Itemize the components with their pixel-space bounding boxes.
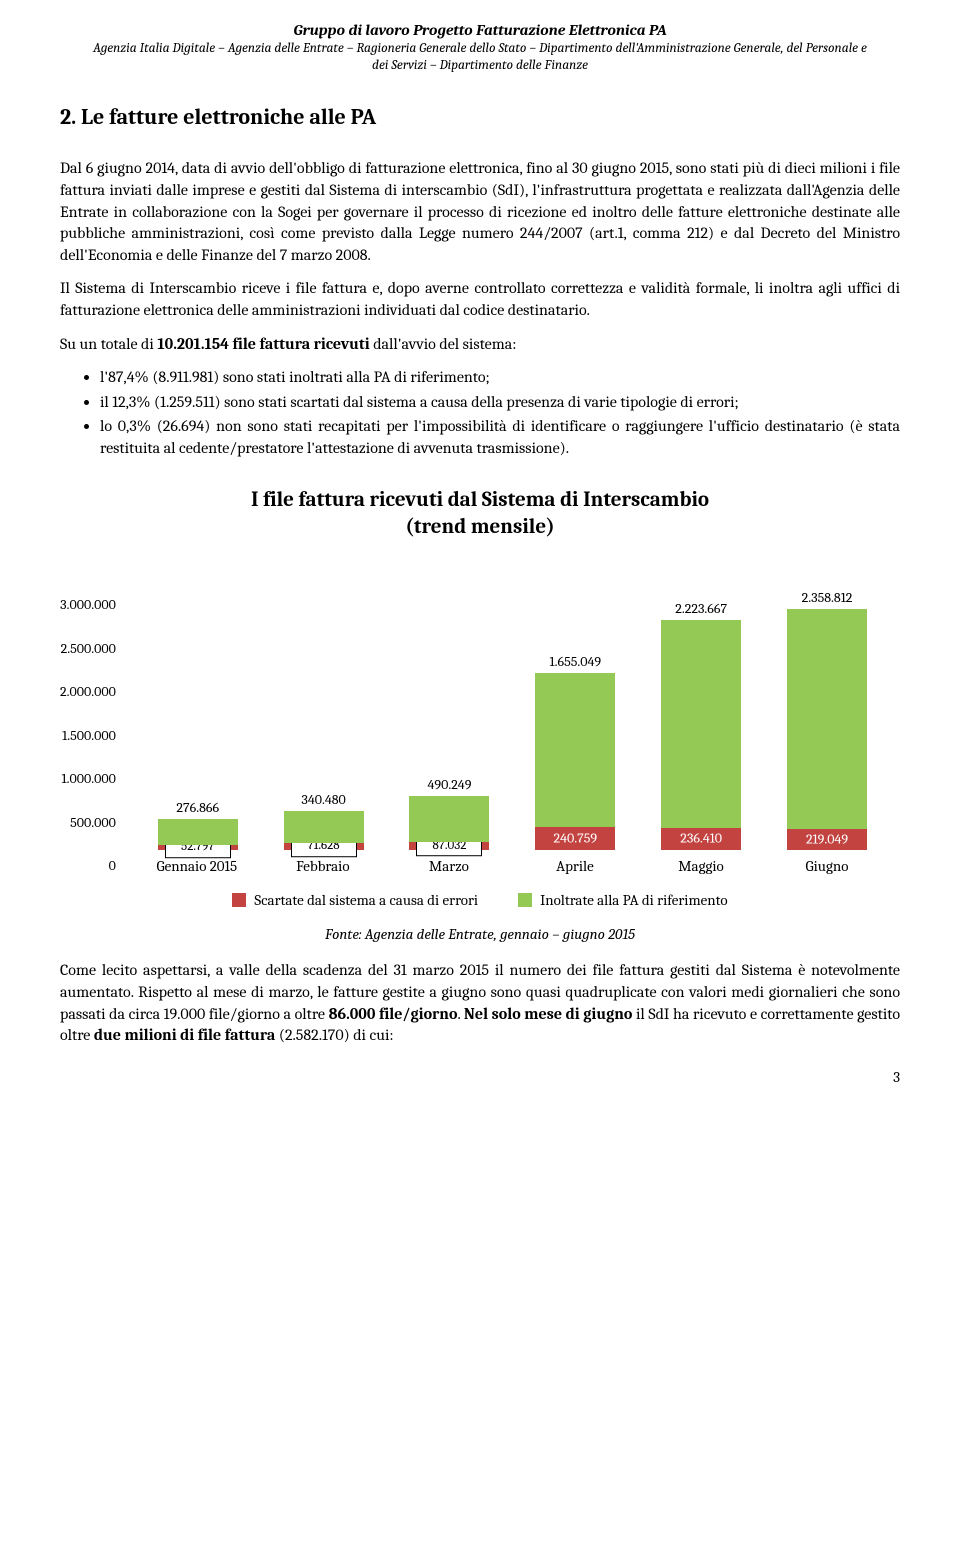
bar-column: 52.797276.866 [148,819,248,850]
para4-b1: 86.000 file/giorno [329,1005,458,1023]
y-axis: 0 500.000 1.000.000 1.500.000 2.000.000 2.500… [60,596,124,876]
bar-segment-scartate: 52.797 [158,845,238,850]
chart-title-line2: (trend mensile) [405,515,554,539]
page-number: 3 [60,1067,900,1087]
y-tick-label: 1.500.000 [62,727,116,746]
bar-stack: 87.032490.249 [409,796,489,850]
paragraph-1: Dal 6 giugno 2014, data di avvio dell'ob… [60,158,900,266]
bar-stack: 236.4102.223.667 [661,620,741,850]
y-tick-label: 0 [109,857,116,876]
paragraph-2: Il Sistema di Interscambio riceve i file… [60,278,900,321]
bar-column: 71.628340.480 [274,811,374,849]
bar-segment-inoltrate: 490.249 [409,796,489,842]
bar-label-b: 2.223.667 [641,600,761,619]
legend-item-a: Scartate dal sistema a causa di errori [232,890,478,910]
bar-segment-inoltrate: 2.223.667 [661,620,741,828]
bar-segment-inoltrate: 276.866 [158,819,238,845]
legend-swatch-b [518,893,532,907]
y-tick-label: 2.000.000 [60,683,116,702]
chart-source: Fonte: Agenzia delle Entrate, gennaio – … [60,924,900,944]
bar-stack: 71.628340.480 [284,811,364,849]
plot-area: 52.797276.86671.628340.48087.032490.2492… [124,546,900,850]
para3-post: dall'avvio del sistema: [370,335,517,353]
legend-label-a: Scartate dal sistema a causa di errori [254,890,478,910]
bullet-item: il 12,3% (1.259.511) sono stati scartati… [100,392,900,414]
para3-pre: Su un totale di [60,335,157,353]
chart-title-line1: I file fattura ricevuti dal Sistema di I… [251,488,709,512]
bar-column: 236.4102.223.667 [651,620,751,850]
chart-body: 0 500.000 1.000.000 1.500.000 2.000.000 2.500… [60,546,900,876]
x-tick-label: Maggio [651,856,751,876]
page-header: Gruppo di lavoro Progetto Fatturazione E… [60,20,900,75]
bar-label-a: 219.049 [787,830,867,849]
paragraph-4: Come lecito aspettarsi, a valle della sc… [60,960,900,1046]
para3-bold: 10.201.154 file fattura ricevuti [157,335,369,353]
bullet-list: l'87,4% (8.911.981) sono stati inoltrati… [100,367,900,459]
bar-segment-scartate: 240.759 [535,827,615,849]
bar-label-a: 240.759 [535,829,615,848]
bar-segment-scartate: 236.410 [661,828,741,850]
bar-label-b: 276.866 [138,799,258,818]
paragraph-3: Su un totale di 10.201.154 file fattura … [60,334,900,356]
bar-column: 87.032490.249 [399,796,499,850]
x-axis: Gennaio 2015 Febbraio Marzo Aprile Maggio Giu… [124,850,900,876]
x-tick-label: Febbraio [273,856,373,876]
bar-stack: 219.0492.358.812 [787,609,867,850]
legend-swatch-a [232,893,246,907]
bar-label-a: 236.410 [661,829,741,848]
chart-container: I file fattura ricevuti dal Sistema di I… [60,487,900,910]
header-sub-line2: dei Servizi – Dipartimento delle Finanze [60,58,900,75]
x-tick-label: Marzo [399,856,499,876]
bar-segment-inoltrate: 2.358.812 [787,609,867,829]
y-tick-label: 1.000.000 [62,770,116,789]
chart-title: I file fattura ricevuti dal Sistema di I… [60,487,900,540]
y-tick-label: 2.500.000 [61,640,116,659]
header-title: Gruppo di lavoro Progetto Fatturazione E… [60,20,900,41]
bullet-item: lo 0,3% (26.694) non sono stati recapita… [100,416,900,459]
bar-label-b: 490.249 [389,776,509,795]
x-tick-label: Aprile [525,856,625,876]
chart-legend: Scartate dal sistema a causa di errori I… [60,890,900,910]
para4-b3: due milioni di file fattura [94,1026,275,1044]
para4-t4: (2.582.170) di cui: [275,1026,393,1044]
section-heading: 2. Le fatture elettroniche alle PA [60,103,900,133]
x-tick-label: Giugno [777,856,877,876]
x-tick-label: Gennaio 2015 [147,856,247,876]
bar-segment-scartate: 71.628 [284,843,364,850]
y-tick-label: 3.000.000 [60,596,116,615]
bar-segment-scartate: 219.049 [787,829,867,849]
bar-label-b: 2.358.812 [767,589,887,608]
plot-outer: 52.797276.86671.628340.48087.032490.2492… [124,546,900,876]
bar-segment-inoltrate: 340.480 [284,811,364,843]
y-tick-label: 500.000 [70,814,116,833]
bullet-item: l'87,4% (8.911.981) sono stati inoltrati… [100,367,900,389]
bar-column: 219.0492.358.812 [777,609,877,850]
header-sub-line1: Agenzia Italia Digitale – Agenzia delle … [60,41,900,58]
bar-stack: 240.759 1.655.049 [535,673,615,850]
bar-segment-scartate: 87.032 [409,842,489,850]
para4-b2: Nel solo mese di giugno [464,1005,632,1023]
legend-label-b: Inoltrate alla PA di riferimento [540,890,728,910]
bar-segment-inoltrate: 1.655.049 [535,673,615,827]
bar-label-b: 1.655.049 [515,653,635,672]
bar-label-b: 340.480 [264,791,384,810]
bars-row: 52.797276.86671.628340.48087.032490.2492… [125,546,900,850]
bar-stack: 52.797276.866 [158,819,238,850]
bar-column: 240.759 1.655.049 [525,673,625,850]
legend-item-b: Inoltrate alla PA di riferimento [518,890,728,910]
